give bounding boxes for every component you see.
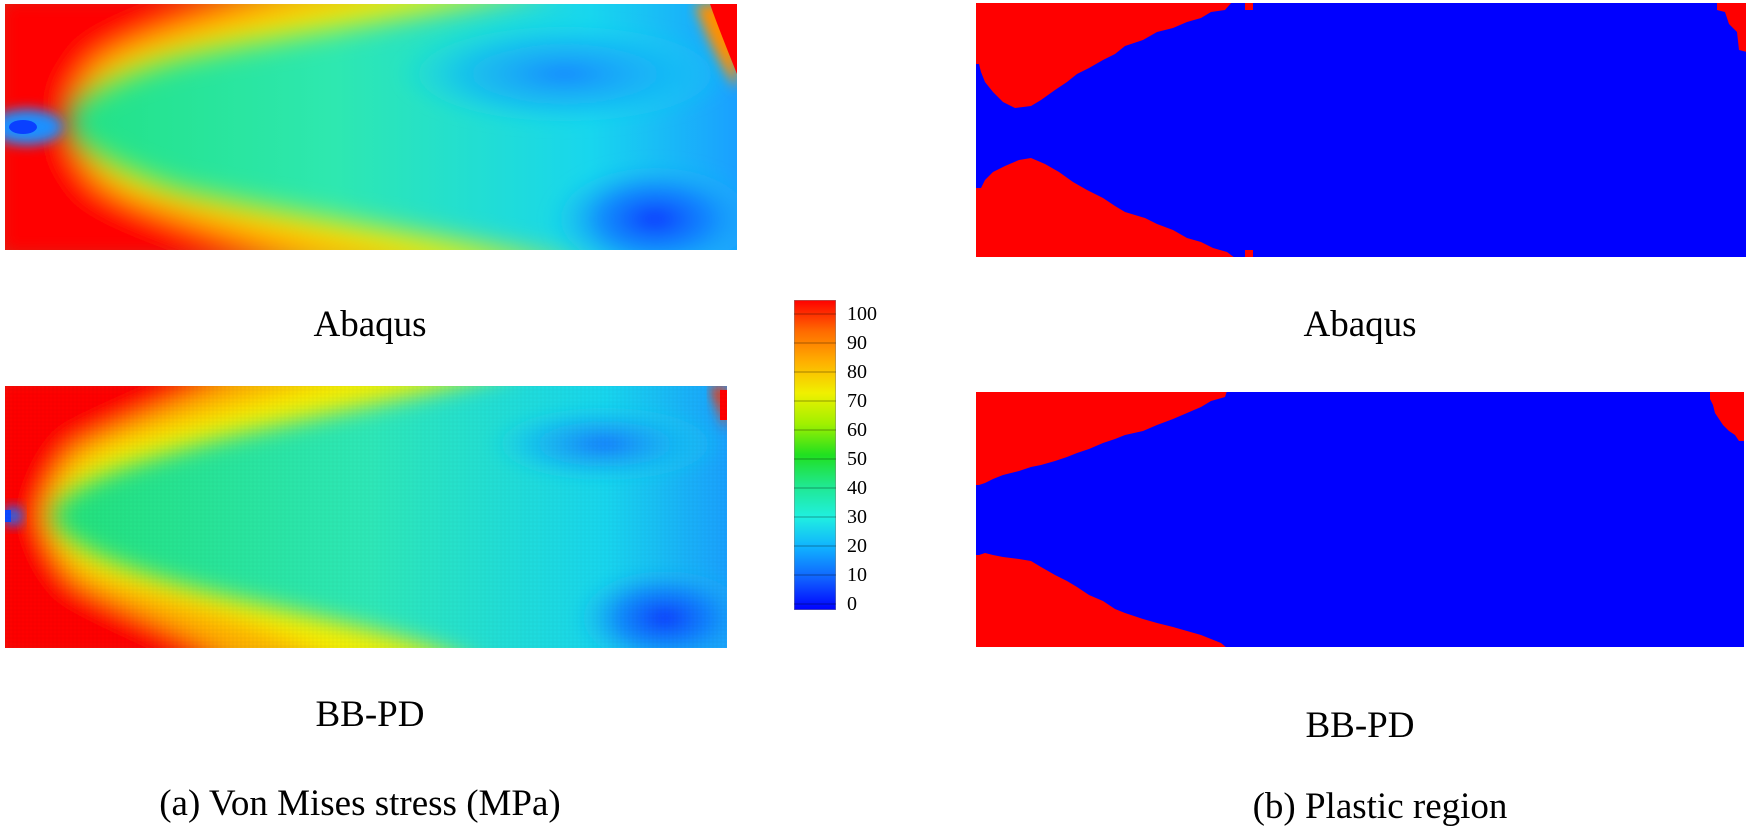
colorbar: 100 90 80 70 60 50 40 30 20 10 0 [793, 299, 877, 615]
stress-caption: (a) Von Mises stress (MPa) [159, 783, 561, 824]
colorbar-tick-label: 90 [847, 332, 867, 354]
colorbar-tick-label: 40 [847, 477, 867, 499]
colorbar-tick-label: 0 [847, 593, 857, 615]
colorbar-tick-label: 20 [847, 535, 867, 557]
colorbar-tick-label: 100 [847, 303, 877, 325]
colorbar-tick-label: 10 [847, 564, 867, 586]
plastic-zone-bottom-bbpd [975, 553, 1227, 648]
colorbar-tick-label: 60 [847, 419, 867, 441]
plastic-caption: (b) Plastic region [1252, 786, 1508, 827]
colorbar-tick-label: 50 [847, 448, 867, 470]
colorbar-gradient [793, 299, 837, 611]
stress-abaqus-label: Abaqus [313, 304, 427, 345]
plastic-map-abaqus [975, 2, 1747, 258]
plastic-zone-bottom-abaqus [975, 158, 1235, 258]
plastic-abaqus-label: Abaqus [1303, 304, 1417, 345]
colorbar-tick-label: 30 [847, 506, 867, 528]
stress-map-abaqus [5, 4, 737, 250]
stress-map-bbpd [5, 386, 737, 648]
plastic-bbpd-label: BB-PD [1305, 705, 1415, 746]
colorbar-tick-label: 70 [847, 390, 867, 412]
plastic-zone-top-bbpd [975, 391, 1227, 485]
plastic-zone-top-abaqus [975, 2, 1232, 108]
plastic-map-bbpd [975, 391, 1745, 648]
colorbar-tick-label: 80 [847, 361, 867, 383]
stress-bbpd-label: BB-PD [315, 694, 425, 735]
